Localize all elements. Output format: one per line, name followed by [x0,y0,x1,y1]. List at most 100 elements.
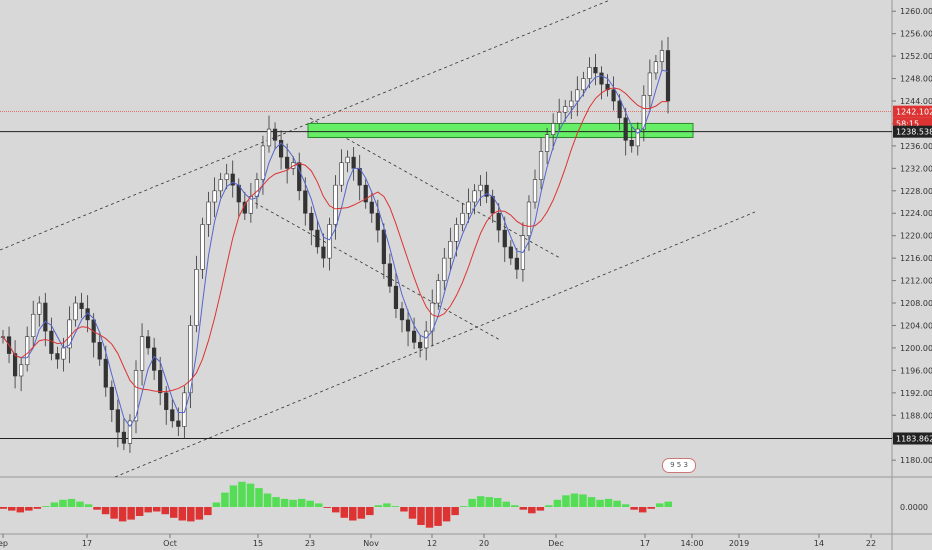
candle-body [526,201,532,236]
candle-body [635,128,640,147]
histogram-bar [374,505,383,507]
level-a-tag: 1238.538 [896,128,932,137]
candle-body [653,61,659,74]
candle-body [139,336,145,371]
histogram-bar [425,507,434,528]
candle-body [272,128,278,141]
candle-body [399,308,405,321]
candle-body [79,302,84,309]
histogram-bar [59,499,67,507]
histogram-bar [187,507,195,522]
x-tick-label: Oct [163,539,177,548]
candle-body [544,134,550,152]
histogram-bar [562,495,570,507]
histogram-bar [84,504,93,507]
histogram-bar [613,500,621,507]
x-tick-label: 14 [814,539,824,548]
x-tick-label: 17 [640,539,650,548]
histogram-bar [383,503,391,507]
candle-body [496,212,501,231]
event-badge[interactable]: 9 5 3 [662,458,696,473]
histogram-bar [323,507,331,508]
demand-zone [307,122,694,138]
histogram-bar [229,485,238,507]
level-b-tag-bg [893,432,932,445]
histogram-bar [42,506,50,507]
candle-body [327,224,332,259]
histogram-bar [118,507,127,522]
candle-body [502,229,507,248]
y-tick-label: 1188.000 [900,411,932,420]
level-a-tag-bg [893,125,932,138]
candle-body [405,319,411,332]
candle-body [363,184,368,203]
histogram-bar [50,502,59,507]
histogram-bar [519,507,528,510]
histogram-bar [263,493,272,507]
y-tick-label: 1180.000 [900,456,932,465]
x-tick-label: Dec [548,539,563,548]
candle-body [514,257,519,270]
upper-channel-line [0,0,611,251]
y-tick-label: 1260.000 [900,7,932,16]
candle-body [508,246,513,259]
candle-body [569,100,574,107]
candle-body [411,330,417,343]
candle-body [551,123,556,135]
histogram-bar [238,481,246,507]
histogram-bar [178,507,187,521]
histogram-bar [170,507,178,518]
y-tick-label: 1212.000 [900,277,932,286]
histogram-bar [16,507,25,513]
candle-body [309,212,314,231]
candle-body [665,50,671,102]
candle-body [103,358,108,388]
moving-average-slow [2,87,668,393]
candle-body [19,364,24,377]
candle-body [387,263,393,287]
candle-body [333,184,338,225]
histogram-bar [579,494,587,507]
histogram-bar [101,507,110,515]
candle-body [303,190,308,214]
y-tick-label: 1244.000 [900,97,932,106]
y-tick-label: 1236.000 [900,142,932,151]
histogram-bar [434,507,442,526]
x-tick-label: 15 [253,539,263,548]
histogram-bar [0,507,7,509]
candle-body [641,95,646,130]
histogram-bar [272,497,280,507]
x-tick-label: 22 [866,539,876,548]
histogram-bar [152,507,161,512]
candle-body [73,302,78,321]
histogram-bar [280,498,289,507]
x-tick-label: 23 [305,539,315,548]
candle-body [224,173,229,180]
y-tick-label: 1196.000 [900,366,932,375]
candle-body [593,67,598,74]
candle-body [109,386,114,410]
histogram-bar [33,507,42,509]
candle-body [218,179,223,192]
histogram-bar [587,497,596,507]
y-tick-label: 1192.000 [900,389,932,398]
histogram-bar [476,496,485,507]
lower-channel-line [114,211,756,478]
histogram-bar [638,507,647,513]
y-tick-label: 1220.000 [900,232,932,241]
badge-text: 9 5 3 [670,461,688,469]
histogram-bar [161,507,169,515]
histogram-bar [451,507,459,516]
candle-body [351,156,356,169]
histogram-bar [93,507,101,510]
histogram-bar [246,483,255,507]
candle-body [436,280,441,304]
candle-body [538,151,544,180]
candle-body [381,229,386,265]
histogram-bar [647,507,655,509]
candle-body [97,342,102,360]
candle-body [297,162,302,192]
candle-body [170,409,175,422]
